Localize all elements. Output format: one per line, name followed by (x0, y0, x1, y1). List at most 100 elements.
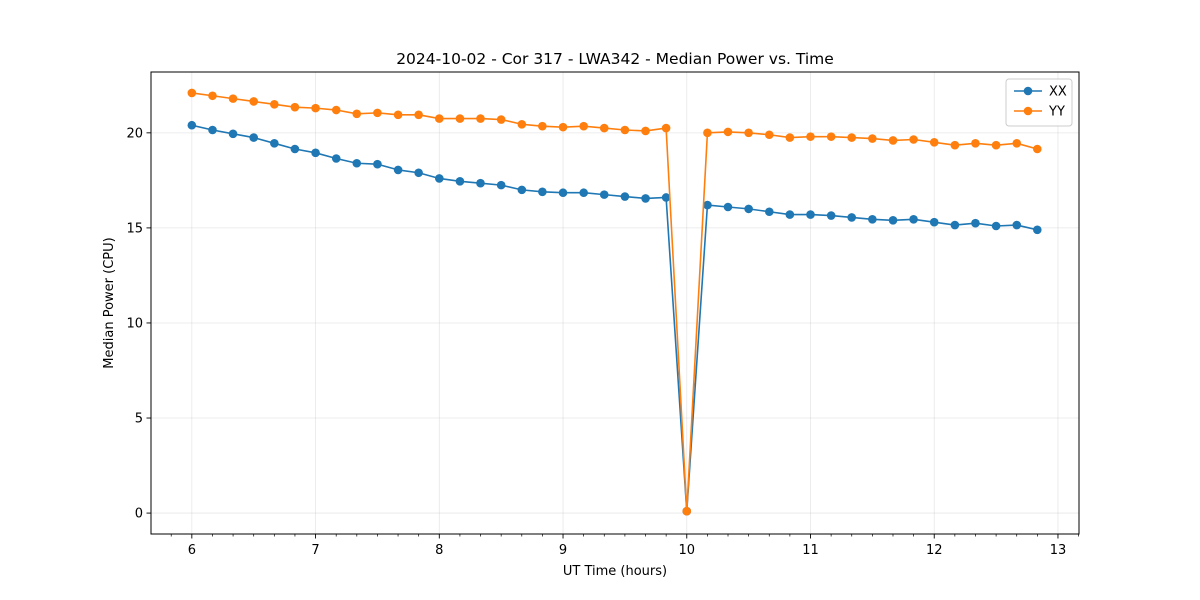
data-point-yy (950, 140, 960, 150)
data-point-xx (950, 220, 960, 230)
legend-label: XX (1049, 85, 1067, 100)
data-point-xx (847, 213, 856, 222)
data-point-yy (929, 138, 939, 147)
data-point-yy (971, 139, 980, 148)
series-yy (187, 88, 1042, 516)
y-tick-label: 10 (126, 316, 143, 331)
data-point-yy (868, 134, 877, 143)
x-axis-label: UT Time (hours) (563, 564, 667, 579)
x-tick-label: 10 (678, 543, 695, 558)
data-series (187, 88, 1042, 516)
data-point-yy (744, 128, 753, 138)
legend-marker (1023, 86, 1033, 96)
data-point-xx (435, 174, 444, 183)
chart-title: 2024-10-02 - Cor 317 - LWA342 - Median P… (396, 50, 834, 68)
data-point-yy (1033, 144, 1042, 154)
data-point-xx (393, 165, 403, 175)
data-point-xx (352, 158, 362, 168)
data-point-xx (991, 221, 1001, 231)
y-tick-label: 20 (126, 126, 143, 141)
data-point-yy (352, 109, 362, 119)
data-point-xx (414, 168, 423, 178)
data-point-yy (806, 132, 815, 141)
data-point-yy (455, 114, 465, 123)
series-xx (187, 120, 1042, 516)
data-point-xx (208, 125, 217, 135)
y-axis-label: Median Power (CPU) (102, 237, 117, 368)
data-point-yy (661, 123, 671, 133)
data-point-yy (723, 127, 733, 137)
data-point-yy (187, 88, 197, 98)
data-point-xx (868, 215, 877, 224)
y-tick-label: 5 (135, 412, 143, 427)
y-tick-label: 15 (126, 221, 143, 236)
data-point-yy (538, 121, 547, 131)
data-point-xx (517, 185, 527, 195)
data-point-xx (826, 211, 836, 220)
data-point-yy (517, 119, 527, 129)
y-tick-label: 0 (135, 507, 143, 522)
data-point-xx (703, 200, 712, 210)
data-point-yy (847, 133, 856, 142)
axis-ticks: 6 7 8 9 10 11 12 13 0 5 10 15 20 (126, 126, 1079, 558)
data-point-xx (476, 178, 485, 188)
data-point-yy (641, 126, 650, 136)
data-point-yy (826, 132, 836, 141)
data-point-yy (599, 123, 609, 133)
data-point-yy (435, 114, 444, 123)
data-point-xx (290, 144, 300, 154)
data-point-yy (991, 140, 1001, 150)
data-point-xx (228, 129, 238, 139)
x-tick-label: 6 (188, 543, 196, 558)
data-point-xx (1012, 220, 1022, 230)
x-tick-label: 13 (1050, 543, 1067, 558)
data-point-xx (187, 120, 197, 130)
data-point-yy (682, 506, 692, 516)
data-point-yy (331, 105, 341, 115)
plot-frame (150, 71, 1080, 535)
data-point-yy (393, 110, 403, 120)
data-point-xx (661, 193, 671, 202)
data-point-xx (641, 194, 650, 203)
data-point-yy (765, 130, 774, 140)
data-point-yy (208, 91, 217, 101)
data-point-xx (620, 192, 630, 201)
legend-marker (1023, 106, 1033, 116)
data-point-yy (249, 97, 258, 106)
data-point-yy (290, 102, 300, 112)
data-point-xx (579, 188, 588, 198)
data-point-xx (558, 188, 568, 198)
data-point-xx (270, 139, 279, 148)
x-tick-label: 12 (926, 543, 943, 558)
data-point-yy (558, 122, 568, 132)
data-point-xx (723, 202, 733, 212)
data-point-xx (249, 133, 258, 142)
data-point-yy (373, 108, 382, 118)
data-point-xx (599, 190, 609, 199)
data-point-xx (765, 207, 774, 217)
data-point-xx (331, 154, 341, 163)
x-tick-label: 9 (559, 543, 567, 558)
data-point-xx (311, 148, 320, 158)
data-point-yy (785, 133, 795, 142)
data-point-xx (744, 204, 753, 214)
data-point-yy (270, 100, 279, 109)
data-point-yy (496, 115, 506, 124)
data-point-yy (228, 94, 238, 103)
x-tick-label: 7 (311, 543, 319, 558)
data-point-xx (1033, 225, 1042, 235)
data-point-yy (703, 128, 712, 138)
data-point-xx (538, 187, 547, 197)
x-tick-label: 8 (435, 543, 443, 558)
data-point-xx (888, 216, 898, 225)
data-point-xx (806, 210, 815, 219)
data-point-yy (909, 135, 918, 144)
grid-lines (151, 72, 1079, 534)
legend: XX YY (1005, 78, 1073, 127)
data-point-yy (476, 114, 485, 123)
data-point-yy (311, 103, 320, 113)
data-point-yy (414, 110, 423, 120)
data-point-xx (785, 210, 795, 219)
